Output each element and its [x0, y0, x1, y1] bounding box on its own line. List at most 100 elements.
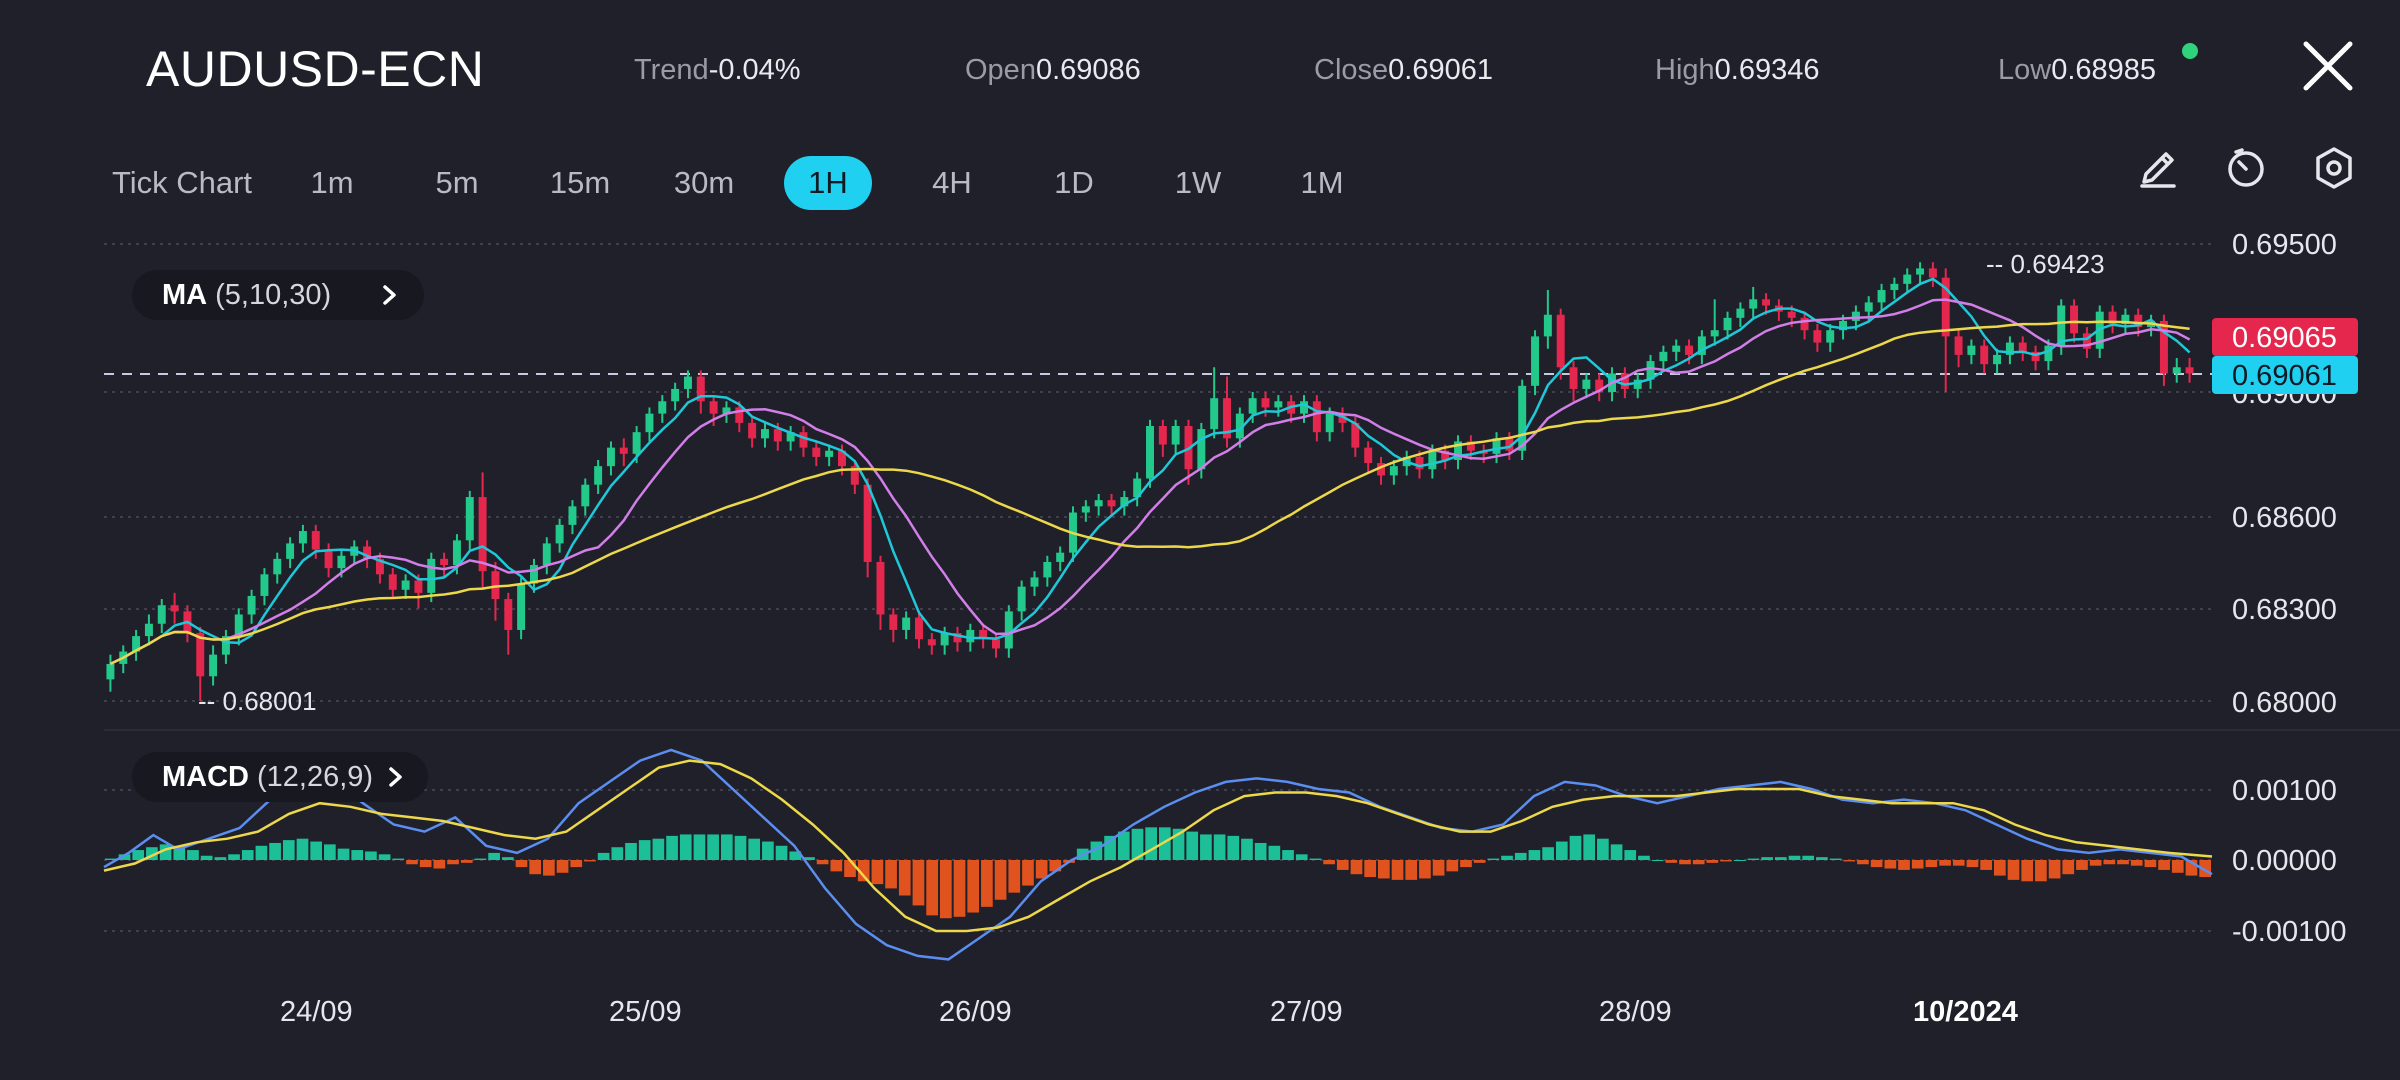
candle-down — [1223, 398, 1231, 439]
macd-bar-negative — [1035, 860, 1048, 879]
timeframe-1w[interactable]: 1W — [1174, 165, 1222, 200]
timeframe-15m[interactable]: 15m — [549, 165, 611, 200]
macd-bar-negative — [1939, 860, 1951, 866]
draw-tool-button[interactable] — [2134, 144, 2182, 192]
macd-bar-positive — [1131, 828, 1144, 860]
candle-up — [1325, 413, 1334, 433]
macd-bar-negative — [2130, 860, 2143, 866]
timeframe-1mo[interactable]: 1M — [1300, 165, 1344, 200]
candle-up — [1864, 302, 1873, 312]
macd-bar-negative — [1870, 860, 1883, 868]
low-label: Low — [1998, 54, 2052, 86]
macd-bar-positive — [1747, 858, 1760, 860]
timeframe-1d[interactable]: 1D — [1054, 165, 1094, 200]
macd-bar-negative — [529, 860, 542, 875]
candle-down — [1107, 500, 1116, 507]
candle-down — [1787, 311, 1796, 318]
candle-up — [1146, 425, 1154, 479]
macd-bar-positive — [1555, 841, 1568, 860]
candle-down — [915, 617, 923, 640]
macd-bar-negative — [1419, 860, 1431, 879]
timeframe-4h[interactable]: 4H — [932, 165, 972, 200]
close-stat: Close0.69061 — [1314, 54, 1493, 87]
macd-bar-positive — [1761, 857, 1773, 860]
candle-up — [1543, 314, 1552, 337]
candle-up — [1300, 401, 1308, 414]
macd-tick-0.00100: 0.00100 — [2232, 775, 2337, 807]
macd-bar-negative — [2144, 860, 2157, 868]
candle-down — [876, 561, 885, 615]
candle-up — [1710, 330, 1719, 337]
macd-bar-positive — [269, 842, 281, 860]
macd-bar-positive — [762, 841, 774, 860]
macd-bar-negative — [2076, 860, 2088, 870]
candle-up — [427, 558, 436, 593]
macd-bar-negative — [1350, 860, 1363, 875]
timeframe-5m[interactable]: 5m — [435, 165, 479, 200]
macd-tick-neg0.00100: -0.00100 — [2232, 916, 2347, 948]
candle-up — [1967, 345, 1976, 355]
macd-bar-positive — [1241, 838, 1253, 860]
macd-bar-negative — [1049, 860, 1062, 872]
macd-bar-positive — [378, 854, 391, 860]
macd-bar-positive — [720, 834, 733, 860]
macd-bar-positive — [159, 844, 172, 860]
macd-bar-negative — [898, 860, 911, 896]
candle-down — [812, 447, 821, 457]
candle-up — [940, 633, 949, 646]
trend-label: Trend — [634, 54, 709, 86]
ma-indicator-pill[interactable]: MA (5,10,30) — [132, 270, 424, 320]
macd-bar-positive — [200, 855, 213, 860]
timeframe-1m[interactable]: 1m — [310, 165, 354, 200]
macd-bar-positive — [1145, 827, 1157, 860]
candle-up — [671, 388, 680, 402]
macd-bar-positive — [474, 858, 487, 860]
candle-up — [465, 497, 474, 541]
macd-bar-negative — [1952, 860, 1965, 866]
settings-button[interactable] — [2310, 144, 2358, 192]
candle-down — [799, 432, 808, 448]
timeframe-1h[interactable]: 1H — [784, 156, 872, 210]
macd-bar-positive — [1528, 850, 1541, 860]
macd-bar-positive — [1487, 858, 1500, 860]
candle-down — [850, 466, 859, 485]
macd-indicator-pill[interactable]: MACD (12,26,9) — [132, 752, 428, 802]
timeframe-30m[interactable]: 30m — [673, 165, 735, 200]
candle-down — [709, 401, 718, 414]
macd-histogram — [105, 827, 2211, 919]
candle-down — [889, 614, 898, 630]
settings-icon — [2316, 147, 2352, 189]
ma-params: (5,10,30) — [215, 279, 332, 311]
macd-bar-positive — [1638, 855, 1650, 860]
macd-bar-positive — [337, 848, 350, 860]
chart-grid — [104, 243, 2400, 932]
macd-bar-positive — [214, 857, 227, 860]
candle-down — [2185, 367, 2194, 374]
candle-up — [1993, 354, 2002, 365]
macd-bar-positive — [666, 835, 678, 860]
candle-up — [234, 614, 243, 637]
ma-name: MA — [162, 279, 208, 311]
timeframe-tick-chart[interactable]: Tick Chart — [111, 165, 253, 200]
candle-down — [1928, 268, 1937, 278]
candle-up — [209, 654, 218, 677]
candle-down — [953, 633, 962, 643]
close-button[interactable] — [2300, 38, 2356, 94]
date-label-28-09: 28/09 — [1599, 996, 1672, 1028]
candle-up — [106, 663, 115, 680]
macd-bar-positive — [693, 834, 706, 860]
macd-bar-positive — [146, 847, 158, 860]
macd-bar-positive — [1610, 844, 1623, 860]
macd-bar-negative — [1446, 860, 1459, 872]
candle-up — [722, 407, 731, 414]
candle-up — [902, 617, 911, 630]
timer-button[interactable] — [2222, 144, 2270, 192]
candle-up — [568, 506, 577, 525]
macd-bar-negative — [1911, 860, 1924, 869]
candle-up — [2044, 345, 2053, 362]
candle-down — [2082, 333, 2091, 349]
macd-bar-negative — [1679, 860, 1691, 865]
macd-bar-negative — [967, 860, 980, 913]
macd-bar-positive — [1254, 842, 1267, 860]
